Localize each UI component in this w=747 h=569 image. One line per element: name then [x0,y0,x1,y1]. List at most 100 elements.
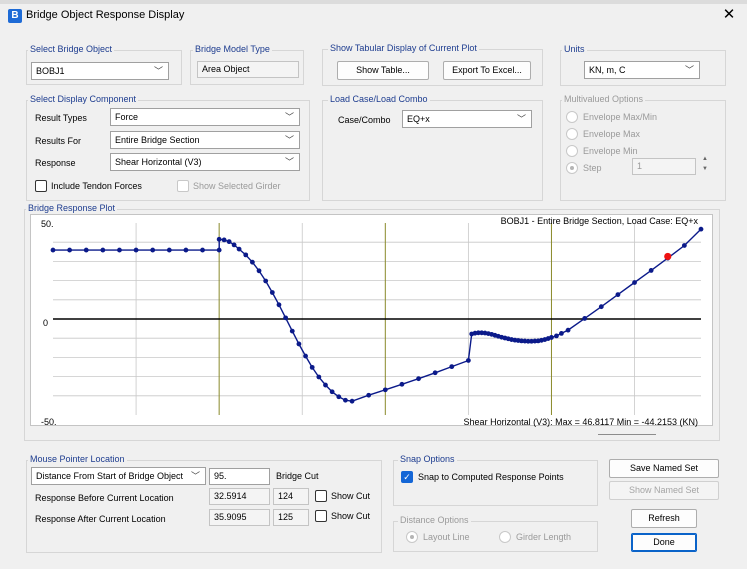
background-strip [0,0,747,4]
show-table-button[interactable]: Show Table... [337,61,429,80]
data-point [632,280,637,285]
data-point [67,247,73,253]
response-before-label: Response Before Current Location [35,493,174,503]
data-point [648,268,654,273]
include-tendon-label: Include Tendon Forces [51,181,142,191]
data-point [615,292,621,298]
data-point [309,364,315,370]
y-tick-bottom: -50. [41,417,57,427]
data-point [399,381,405,387]
chevron-down-icon: ﹀ [684,65,694,75]
show-cut-before-checkbox[interactable] [315,490,327,502]
data-point [243,252,249,258]
result-types-value: Force [115,112,139,122]
after-cut-field: 125 [273,509,309,526]
pointer-mode-combo[interactable]: Distance From Start of Bridge Object ﹀ [31,467,206,485]
show-cut-after-checkbox[interactable] [315,510,327,522]
data-point [549,335,554,340]
data-point [449,364,455,370]
snap-checkbox[interactable]: ✓ [401,471,413,483]
chevron-down-icon: ﹀ [153,66,163,76]
data-point [698,226,704,232]
response-before-value: 32.5914 [214,491,247,501]
data-point [216,236,222,242]
response-combo[interactable]: Shear Horizontal (V3) ﹀ [110,153,300,171]
data-point [416,376,421,382]
data-point [582,316,588,321]
girder-length-label: Girder Length [516,532,572,542]
bridge-object-value: BOBJ1 [36,66,65,76]
include-tendon-checkbox[interactable] [35,180,47,192]
data-point [200,247,205,253]
results-for-combo[interactable]: Entire Bridge Section ﹀ [110,131,300,149]
step-field[interactable]: 1 [632,158,696,175]
y-tick-top: 50. [41,219,54,229]
chevron-down-icon: ﹀ [284,135,294,145]
data-point [256,268,262,274]
load-case-group [322,100,543,201]
envelope-min-radio[interactable] [566,145,578,157]
data-point [269,290,275,295]
data-point [382,387,388,393]
response-plot-group [24,209,720,441]
response-plot-area[interactable]: BOBJ1 - Entire Bridge Section, Load Case… [30,214,714,427]
series-line [53,228,702,402]
after-cut-value: 125 [278,512,294,522]
girder-length-radio[interactable] [499,531,511,543]
layout-line-label: Layout Line [423,532,470,542]
data-point [366,392,372,398]
units-value: KN, m, C [589,65,626,75]
data-point [565,327,571,333]
step-label: Step [583,163,602,173]
data-point [554,333,559,339]
envelope-max-radio[interactable] [566,128,578,140]
response-chart[interactable] [31,215,714,427]
done-button[interactable]: Done [631,533,697,552]
response-label: Response [35,158,76,168]
case-combo-select[interactable]: EQ+x ﹀ [402,110,532,128]
case-combo-value: EQ+x [407,114,430,124]
before-cut-field: 124 [273,488,309,505]
envelope-maxmin-label: Envelope Max/Min [583,112,658,122]
distance-field[interactable]: 95. [209,468,270,485]
title-bar: B Bridge Object Response Display ✕ [0,4,747,28]
response-value: Shear Horizontal (V3) [115,157,202,167]
bridge-model-type-title: Bridge Model Type [193,44,272,54]
data-point [183,247,189,253]
step-up-icon[interactable]: ▲ [702,156,708,162]
show-named-set-button[interactable]: Show Named Set [609,481,719,500]
distance-options-group [393,521,598,552]
bridge-model-type-value: Area Object [202,64,250,74]
result-types-combo[interactable]: Force ﹀ [110,108,300,126]
units-combo[interactable]: KN, m, C ﹀ [584,61,700,79]
multivalued-title: Multivalued Options [562,94,646,104]
show-selected-girder-label: Show Selected Girder [193,181,281,191]
data-point [465,358,471,363]
export-excel-button[interactable]: Export To Excel... [443,61,531,80]
chevron-down-icon: ﹀ [284,157,294,167]
show-selected-girder-checkbox[interactable] [177,180,189,192]
bridge-cut-label: Bridge Cut [276,471,319,481]
layout-line-radio[interactable] [406,531,418,543]
response-before-field: 32.5914 [209,488,270,505]
data-point [283,315,289,321]
bridge-object-combo[interactable]: BOBJ1 ﹀ [31,62,169,80]
chevron-down-icon: ﹀ [284,112,294,122]
load-case-title: Load Case/Load Combo [328,94,430,104]
chevron-down-icon: ﹀ [516,114,526,124]
data-point [150,247,156,253]
data-point [349,398,355,404]
close-icon[interactable]: ✕ [722,6,736,23]
snap-options-group [393,460,598,506]
plot-header: BOBJ1 - Entire Bridge Section, Load Case… [500,216,698,226]
step-radio[interactable] [566,162,578,174]
refresh-button[interactable]: Refresh [631,509,697,528]
data-point [249,259,255,265]
save-named-set-button[interactable]: Save Named Set [609,459,719,478]
data-point [559,331,564,336]
data-point [598,304,604,310]
envelope-min-label: Envelope Min [583,146,638,156]
envelope-maxmin-radio[interactable] [566,111,578,123]
data-point [343,397,348,403]
step-down-icon[interactable]: ▼ [702,166,708,172]
